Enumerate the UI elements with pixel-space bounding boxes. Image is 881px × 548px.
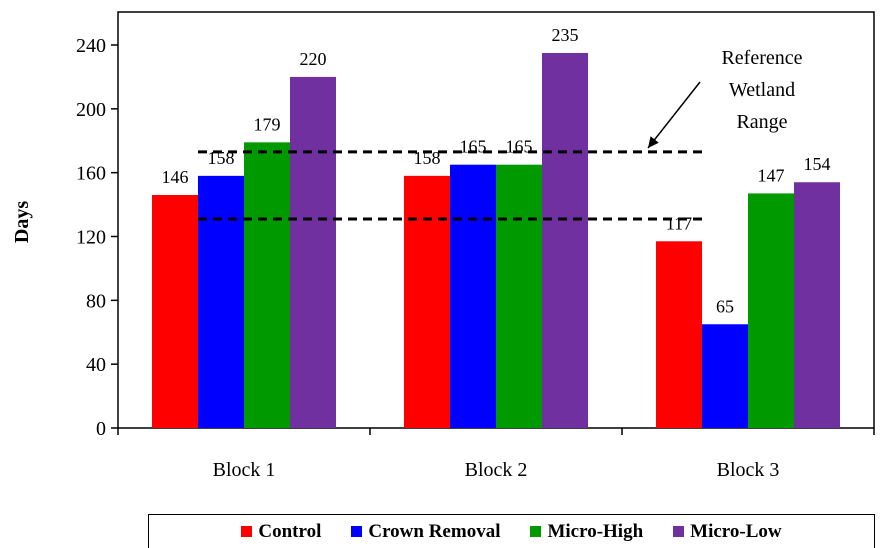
- data-label: 165: [460, 137, 487, 157]
- bar: [450, 164, 496, 428]
- y-tick-label: 240: [76, 35, 106, 57]
- bar: [404, 175, 450, 428]
- legend-label: Micro-Low: [690, 520, 782, 542]
- legend-swatch: [351, 526, 363, 537]
- bar: [656, 241, 702, 428]
- bar-chart: 0 40 80 120 160 200 240 Days 146 158 179 220 Block 1…: [11, 11, 875, 481]
- reference-label-line: Reference: [721, 47, 802, 69]
- data-label: 65: [716, 296, 734, 316]
- data-label: 146: [162, 167, 189, 187]
- data-label: 235: [552, 25, 579, 45]
- x-tick-label: Block 3: [717, 459, 780, 481]
- data-label: 158: [414, 148, 441, 168]
- legend-swatch: [241, 526, 253, 537]
- legend-label: Crown Removal: [368, 520, 501, 542]
- legend-label: Control: [258, 520, 322, 542]
- y-tick-label: 0: [96, 418, 106, 440]
- data-label: 117: [666, 213, 692, 233]
- bar: [244, 142, 290, 429]
- data-label: 154: [804, 154, 831, 174]
- y-tick-label: 40: [86, 354, 106, 376]
- legend-item: Micro-High: [530, 521, 643, 543]
- data-label: 165: [506, 137, 533, 157]
- y-axis-title: Days: [11, 201, 33, 243]
- bar: [198, 175, 244, 428]
- legend-item: Micro-Low: [673, 520, 782, 543]
- data-label: 179: [254, 114, 281, 134]
- y-tick-label: 200: [76, 99, 106, 121]
- legend-item: Control: [241, 521, 321, 543]
- y-tick-label: 80: [86, 290, 106, 312]
- y-tick-label: 120: [76, 227, 106, 249]
- bar: [152, 195, 198, 428]
- legend-label: Micro-High: [547, 520, 644, 542]
- x-tick-label: Block 2: [465, 459, 528, 481]
- legend-item: Crown Removal: [351, 521, 500, 543]
- x-tick-label: Block 1: [213, 459, 276, 481]
- plot-area: 0 40 80 120 160 200 240 Days 146 158 179 220 Block 1…: [11, 11, 875, 481]
- y-tick-label: 160: [76, 163, 106, 185]
- bar: [748, 193, 794, 428]
- reference-label-line: Range: [736, 111, 787, 133]
- reference-arrow: [647, 81, 701, 149]
- bar: [496, 164, 542, 428]
- legend: Control Crown Removal Micro-High Micro-Low: [148, 514, 875, 548]
- legend-swatch: [530, 526, 542, 537]
- bar: [542, 52, 588, 429]
- data-label: 220: [300, 49, 327, 69]
- legend-swatch: [673, 526, 685, 537]
- reference-label-line: Wetland: [729, 79, 795, 101]
- data-label: 147: [758, 165, 785, 185]
- bar: [794, 182, 840, 428]
- bar: [290, 76, 336, 429]
- reference-arrow-head: [648, 136, 659, 148]
- bar: [702, 324, 748, 428]
